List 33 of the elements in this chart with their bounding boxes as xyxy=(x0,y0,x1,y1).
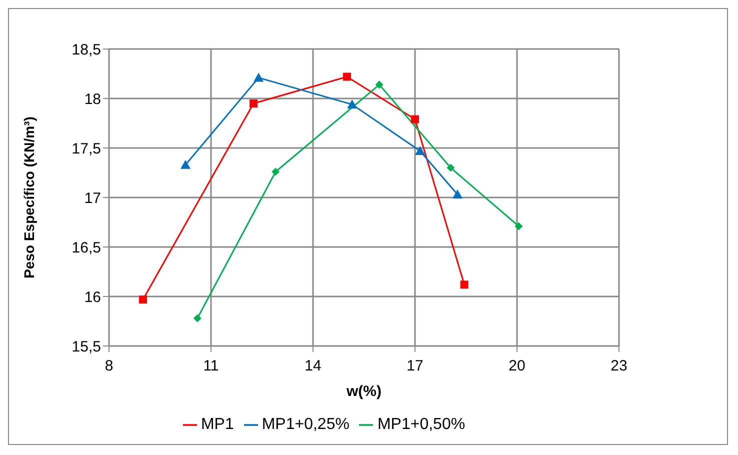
legend-label: MP1 xyxy=(200,416,234,433)
y-tick-label: 17,5 xyxy=(72,140,101,158)
y-tick-label: 16,5 xyxy=(72,239,101,256)
point xyxy=(514,222,523,230)
y-tick-label: 16 xyxy=(84,288,101,306)
point xyxy=(347,99,358,108)
point xyxy=(180,160,190,169)
y-tick-label: 18 xyxy=(84,90,101,108)
legend-label: MP1+0,50% xyxy=(377,416,466,433)
point xyxy=(446,164,455,172)
point xyxy=(415,146,426,155)
point xyxy=(411,115,419,124)
x-tick-label: 20 xyxy=(508,358,526,375)
y-tick-label: 15,5 xyxy=(72,338,101,356)
point xyxy=(254,72,264,82)
point xyxy=(139,295,147,304)
x-tick-label: 8 xyxy=(104,358,114,375)
x-axis-title: w(%) xyxy=(346,383,382,400)
x-tick-label: 11 xyxy=(203,358,219,375)
point xyxy=(343,72,351,81)
point xyxy=(193,314,202,322)
y-axis-title: Peso Específico (KN/m³) xyxy=(20,116,37,278)
point xyxy=(272,168,280,176)
point xyxy=(460,280,468,289)
point xyxy=(250,99,258,108)
x-tick-label: 17 xyxy=(406,358,424,375)
y-tick-label: 17 xyxy=(84,190,101,207)
x-tick-label: 23 xyxy=(610,358,628,375)
x-tick-label: 14 xyxy=(304,358,322,375)
point xyxy=(452,190,462,199)
point xyxy=(375,80,384,89)
legend-label: MP1+0,25% xyxy=(262,416,350,433)
y-tick-label: 18,5 xyxy=(72,41,101,58)
